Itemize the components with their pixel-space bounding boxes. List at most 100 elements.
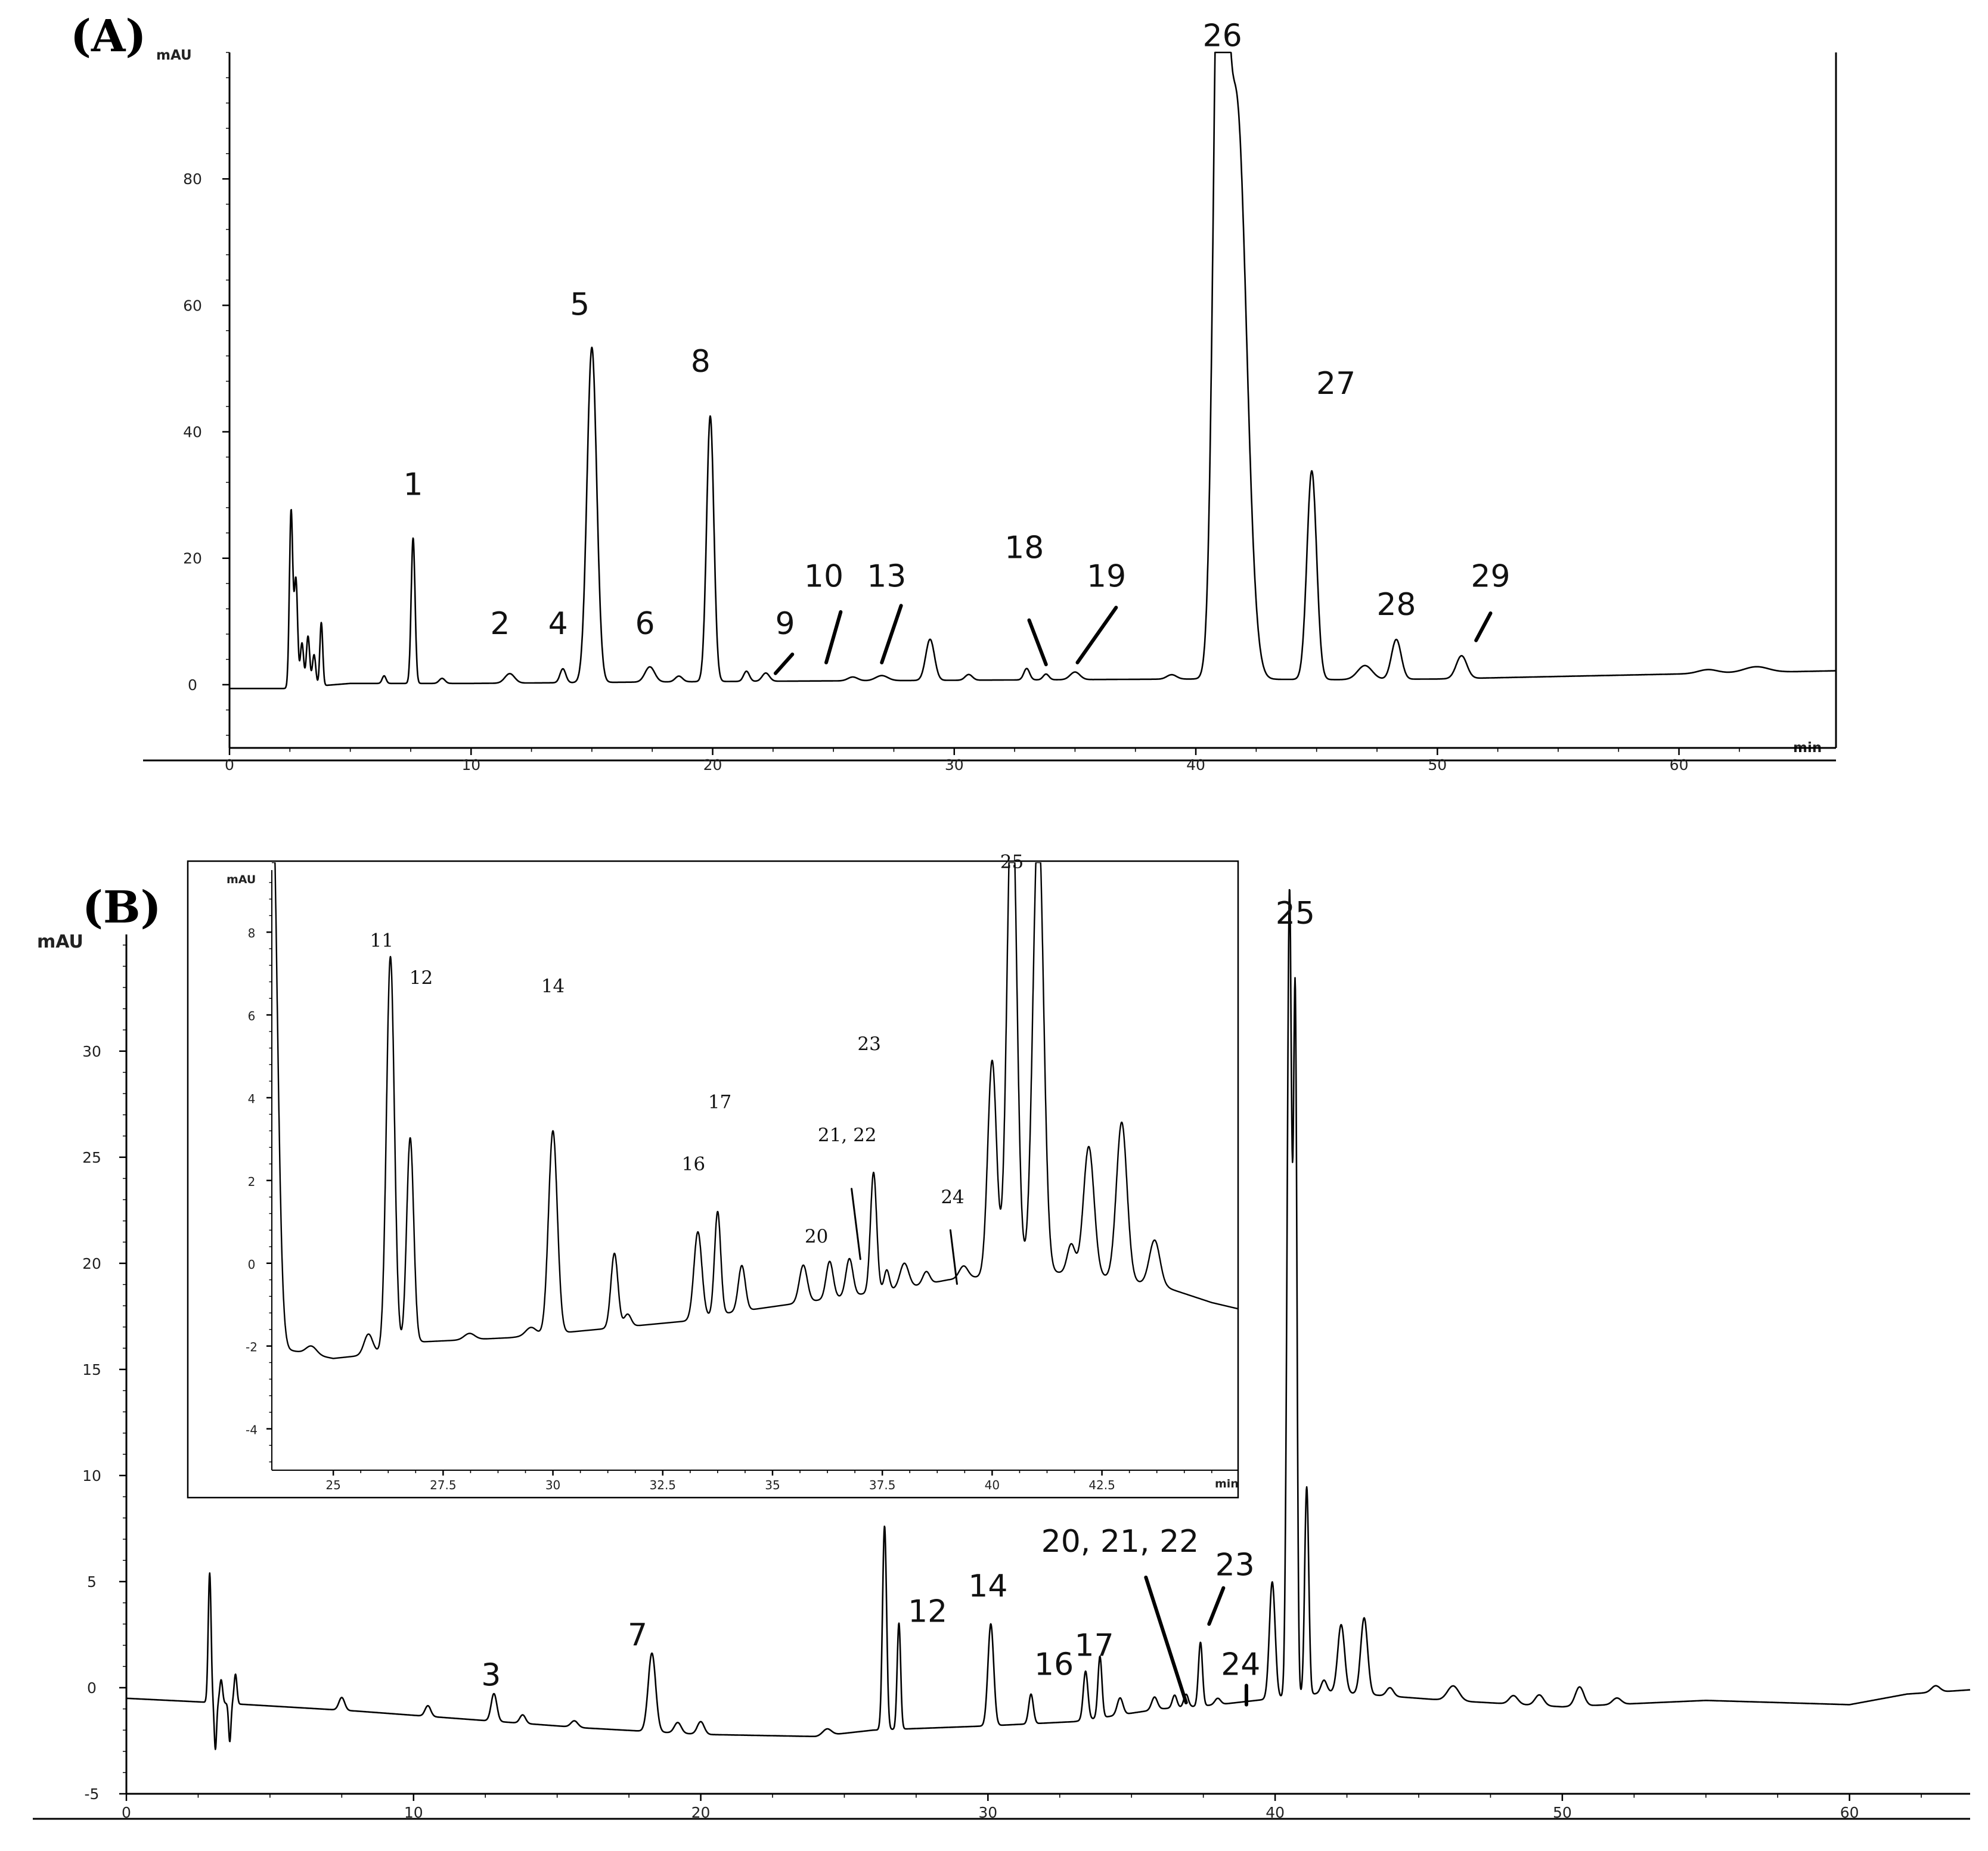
inset-frame bbox=[187, 860, 1239, 1499]
x-tick-label: 32.5 bbox=[650, 1478, 677, 1492]
panel-a-trace bbox=[229, 51, 1837, 690]
peak-label: 13 bbox=[867, 558, 906, 594]
inset-trace bbox=[272, 862, 1238, 1359]
peak-label: 24 bbox=[941, 1187, 964, 1208]
y-tick-label: -5 bbox=[85, 1785, 100, 1803]
peak-pointer bbox=[1207, 1586, 1226, 1626]
peak-label: 24 bbox=[1221, 1647, 1260, 1683]
peak-label: 18 bbox=[1004, 530, 1044, 566]
x-tick-label: 0 bbox=[122, 1804, 131, 1821]
y-tick-label: 20 bbox=[183, 550, 202, 567]
x-tick-label: 40 bbox=[1186, 756, 1205, 774]
y-tick-label: 4 bbox=[248, 1092, 256, 1106]
peak-label: 14 bbox=[968, 1569, 1007, 1604]
peak-label: 19 bbox=[1087, 558, 1126, 594]
x-tick-label: 20 bbox=[703, 756, 722, 774]
peak-pointer bbox=[1144, 1575, 1188, 1704]
peak-label: 7 bbox=[628, 1617, 647, 1653]
peak-label: 8 bbox=[691, 344, 711, 380]
peak-label: 16 bbox=[1034, 1647, 1074, 1683]
peak-label: 23 bbox=[1215, 1547, 1255, 1583]
peak-label: 26 bbox=[1203, 18, 1242, 54]
x-tick-label: 20 bbox=[691, 1804, 711, 1821]
x-tick-label: 60 bbox=[1840, 1804, 1859, 1821]
peak-label: 12 bbox=[908, 1594, 947, 1630]
panel-a-peak-labels: 1 2 4 5 6 8 910 13 18 19 26 27 28 29 bbox=[403, 18, 1511, 675]
peak-label: 28 bbox=[1376, 587, 1416, 623]
y-tick-label: 0 bbox=[248, 1257, 256, 1272]
x-tick-label: 50 bbox=[1428, 756, 1447, 774]
y-tick-label: 8 bbox=[248, 926, 256, 940]
y-tick-label: 2 bbox=[248, 1175, 256, 1189]
x-tick-label: 25 bbox=[325, 1478, 340, 1492]
panel-a-y-unit: mAU bbox=[156, 48, 192, 63]
peak-pointer bbox=[949, 1229, 958, 1285]
peak-label: 2 bbox=[490, 606, 510, 642]
peak-label: 12 bbox=[410, 967, 433, 989]
peak-label: 6 bbox=[635, 606, 655, 642]
peak-label: 5 bbox=[570, 287, 590, 322]
y-tick-label: 60 bbox=[183, 297, 202, 314]
peak-label: 27 bbox=[1316, 366, 1356, 402]
panel-b-inset: mAU min 25 27.5 30 32.5 35 37.5 40 42.5-4-20246… bbox=[187, 852, 1239, 1499]
x-tick-label: 30 bbox=[978, 1804, 997, 1821]
y-tick-label: 5 bbox=[87, 1573, 97, 1591]
peak-label: 10 bbox=[804, 558, 843, 594]
peak-pointer bbox=[1075, 605, 1118, 664]
peak-label: 20 bbox=[805, 1226, 828, 1247]
peak-pointer bbox=[824, 610, 843, 664]
x-tick-label: 50 bbox=[1553, 1804, 1572, 1821]
peak-label: 29 bbox=[1471, 558, 1510, 594]
y-tick-label: 6 bbox=[248, 1009, 256, 1023]
y-tick-label: 10 bbox=[82, 1467, 101, 1484]
peak-label: 25 bbox=[1000, 852, 1024, 873]
panel-b-trace bbox=[126, 889, 1971, 1750]
x-tick-label: 37.5 bbox=[869, 1478, 896, 1492]
peak-label: 3 bbox=[481, 1657, 501, 1693]
x-tick-label: 30 bbox=[545, 1478, 560, 1492]
peak-label: 25 bbox=[1276, 896, 1315, 931]
panel-a-ticks: 0 10 20 30 40 50 60 0 20 40 60 80 bbox=[183, 52, 1801, 774]
y-tick-label: 0 bbox=[188, 676, 197, 694]
peak-label: 17 bbox=[1074, 1628, 1114, 1664]
x-tick-label: 42.5 bbox=[1088, 1478, 1115, 1492]
panel-b-label: (B) bbox=[82, 882, 162, 933]
y-tick-label: 30 bbox=[82, 1043, 101, 1060]
peak-pointer bbox=[1474, 611, 1493, 642]
inset-y-unit: mAU bbox=[227, 873, 256, 886]
peak-label: 20, 21, 22 bbox=[1041, 1524, 1199, 1560]
peak-label: 11 bbox=[370, 930, 393, 951]
x-tick-label: 10 bbox=[404, 1804, 423, 1821]
peak-label: 21, 22 bbox=[818, 1125, 877, 1146]
inset-peak-labels: 11 12 14 17 16 21, 22 20 23 24 25 bbox=[370, 852, 1024, 1285]
y-tick-label: 0 bbox=[87, 1679, 97, 1697]
peak-label: 23 bbox=[857, 1033, 880, 1055]
peak-pointer bbox=[880, 604, 903, 664]
y-tick-label: 25 bbox=[82, 1149, 101, 1166]
x-tick-label: 10 bbox=[461, 756, 480, 774]
x-tick-label: 27.5 bbox=[430, 1478, 457, 1492]
peak-label: 17 bbox=[708, 1091, 731, 1113]
peak-label: 16 bbox=[682, 1154, 705, 1175]
x-tick-label: 40 bbox=[985, 1478, 1000, 1492]
x-tick-label: 30 bbox=[945, 756, 964, 774]
x-tick-label: 60 bbox=[1670, 756, 1689, 774]
y-tick-label: 20 bbox=[82, 1255, 101, 1272]
peak-pointer bbox=[773, 652, 795, 675]
peak-label: 9 bbox=[776, 606, 795, 642]
y-tick-label: -2 bbox=[246, 1340, 258, 1355]
x-tick-label: 35 bbox=[765, 1478, 780, 1492]
x-tick-label: 0 bbox=[225, 756, 234, 774]
y-tick-label: 80 bbox=[183, 170, 202, 188]
panel-a-label: (A) bbox=[70, 11, 146, 62]
y-tick-label: 40 bbox=[183, 424, 202, 441]
peak-pointer bbox=[1027, 618, 1048, 666]
inset-x-unit: min bbox=[1215, 1477, 1239, 1490]
peak-label: 4 bbox=[548, 606, 568, 642]
